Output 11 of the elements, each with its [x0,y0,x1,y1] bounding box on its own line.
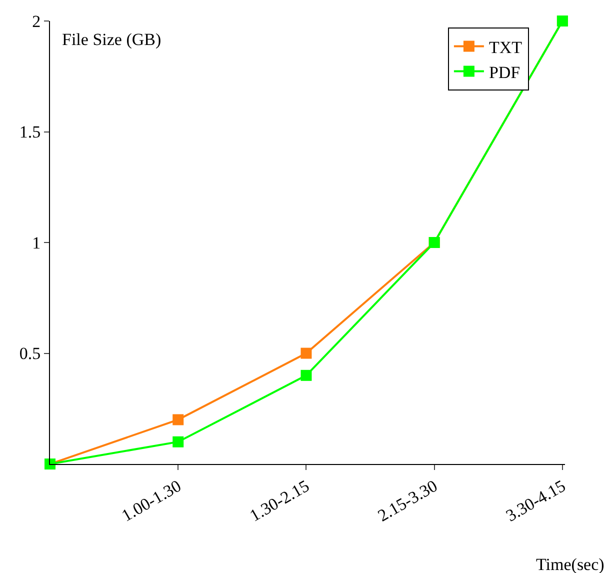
y-tick-label: 0.5 [19,344,41,364]
y-axis-title: File Size (GB) [62,30,162,49]
y-tick-label: 2 [32,12,41,31]
point [300,370,312,381]
legend-label: TXT [488,38,523,57]
point [300,348,312,359]
point [172,414,184,426]
y-tick-label: 1 [32,233,41,252]
y-tick-label: 1.5 [19,122,41,142]
point [172,436,184,448]
legend-label: PDF [488,62,520,82]
